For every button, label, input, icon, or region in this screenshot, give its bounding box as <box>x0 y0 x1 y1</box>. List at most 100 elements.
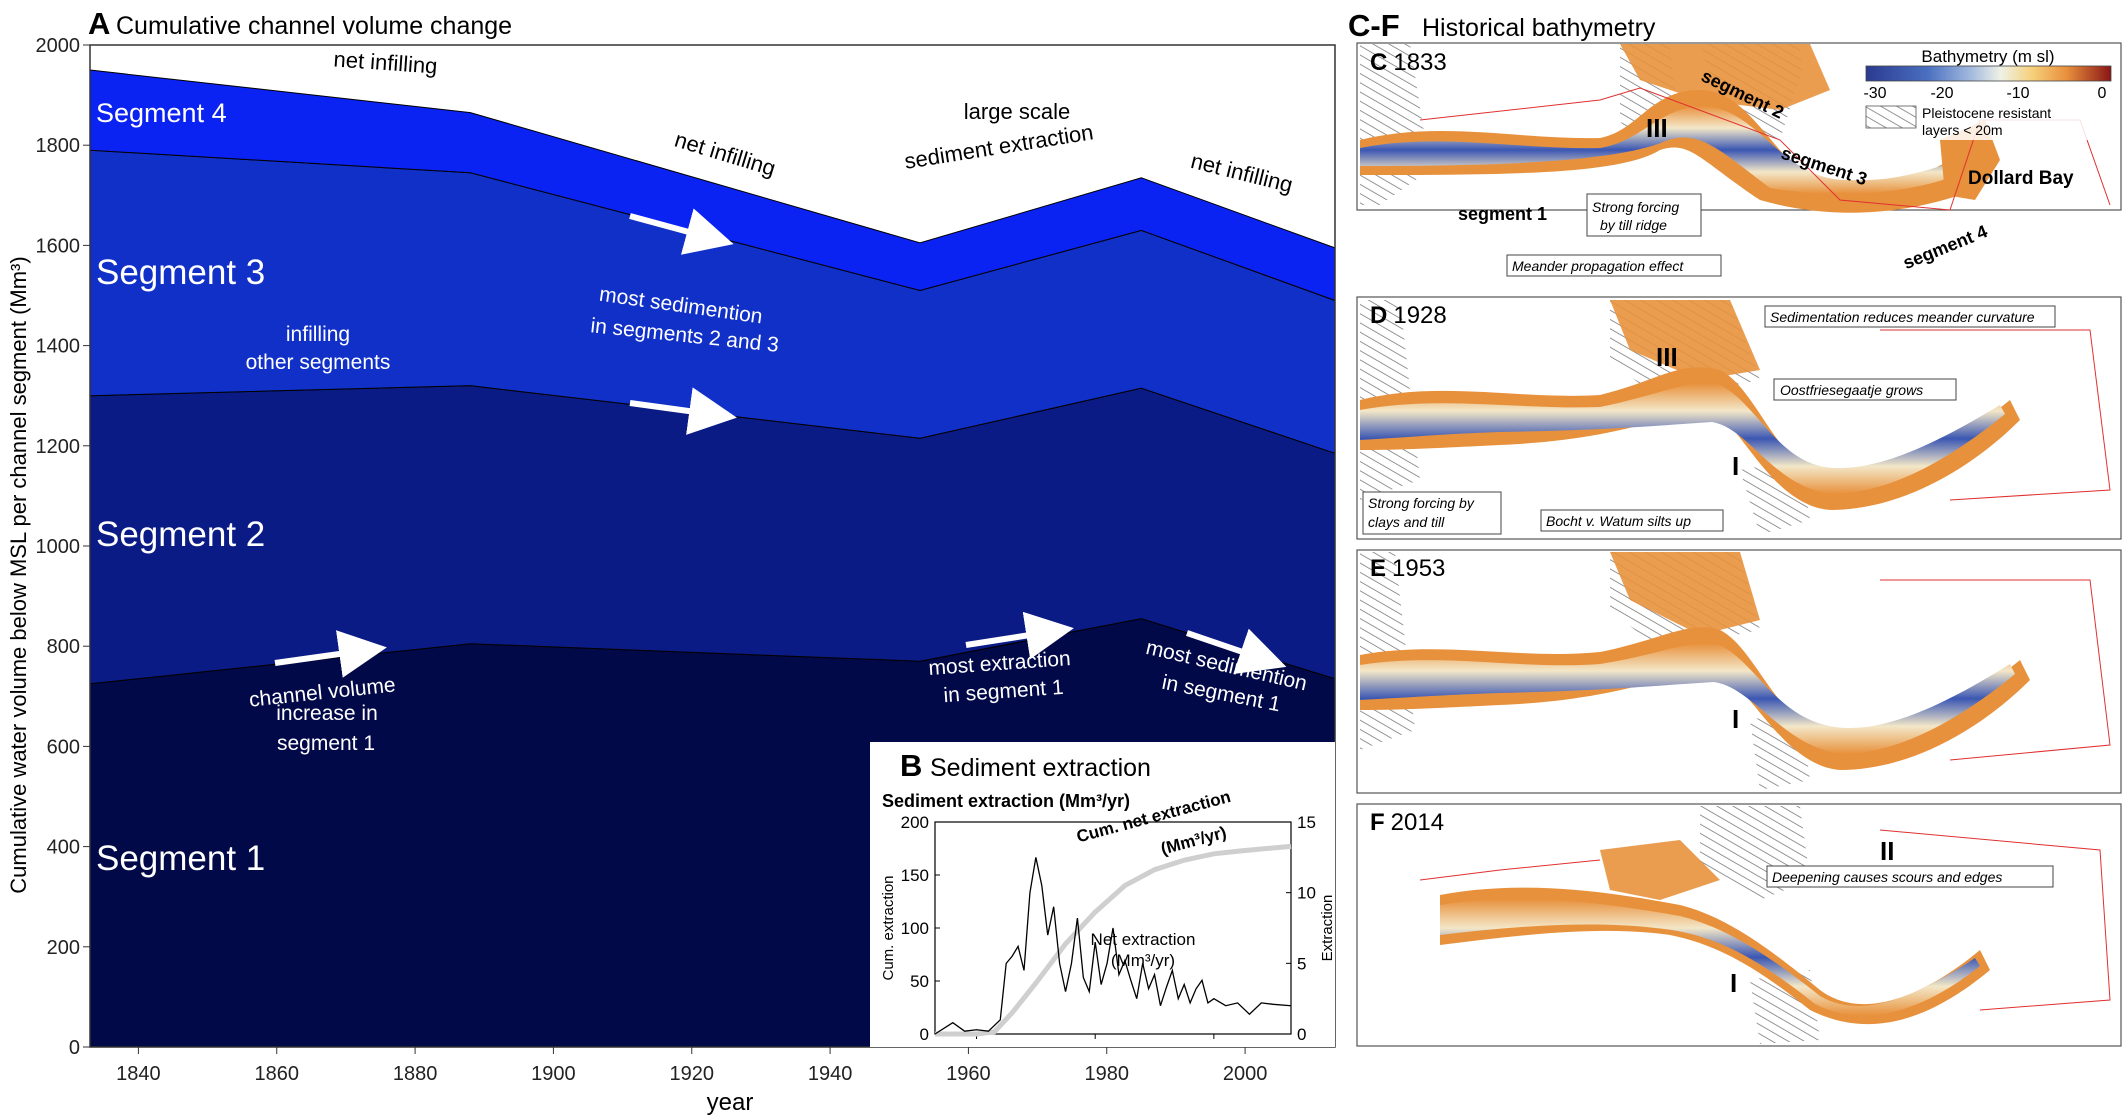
x-tick-label: 1840 <box>116 1063 161 1085</box>
annotation-channel-vol-3: segment 1 <box>277 732 375 755</box>
map-d-shoal <box>1610 300 1760 380</box>
panel-cf-letter: C-F <box>1348 8 1400 43</box>
legend-hatch-swatch <box>1865 105 1917 129</box>
map-f-channel <box>1440 898 1980 1016</box>
map-f-2014: F 2014 II I Deepening causes scours and e… <box>1356 803 2122 1047</box>
map-e-1953: E 1953 I <box>1356 549 2122 794</box>
net-extraction-line <box>934 857 1292 1035</box>
map-e-shoal <box>1610 552 1760 635</box>
map-c-1833: C 1833 segment 1 segment 2 segment 3 segm… <box>1356 42 2122 277</box>
map-f-shoal <box>1600 840 1720 900</box>
map-c-frame <box>1356 42 2122 211</box>
segment-1-label: Segment 1 <box>96 839 265 878</box>
x-tick-label: 1940 <box>808 1063 853 1085</box>
map-e-hatch-left <box>1360 552 1415 750</box>
y-tick-label: 1000 <box>36 536 81 558</box>
b-left-tick-label: 50 <box>910 972 929 991</box>
map-c-channel-bank <box>1360 90 1960 213</box>
panel-b-left-axis-label: Cum. extraction <box>880 875 897 980</box>
b-left-tick-label: 150 <box>901 866 929 885</box>
x-tick-label: 1960 <box>946 1063 991 1085</box>
b-right-tick-label: 15 <box>1297 813 1316 832</box>
y-tick-label: 0 <box>69 1037 80 1059</box>
legend-title: Bathymetry (m sl) <box>1921 47 2054 66</box>
y-tick-label: 800 <box>47 636 80 658</box>
panel-a-letter: A <box>88 6 110 41</box>
b-right-tick-label: 5 <box>1297 954 1306 973</box>
map-d-box-sed <box>1764 305 2056 328</box>
map-c-dollard-label: Dollard Bay <box>1968 168 2074 189</box>
x-tick-label: 1880 <box>393 1063 438 1085</box>
map-d-box-clay-2: clays and till <box>1368 514 1445 530</box>
x-tick-label: 1900 <box>531 1063 576 1085</box>
panel-b-right-axis-label: Extraction <box>1319 895 1336 962</box>
map-c-dollard <box>1940 120 2000 200</box>
map-c-channel <box>1360 106 1948 194</box>
annotation-infilling-2: other segments <box>246 351 391 374</box>
legend-tick-30: -30 <box>1863 85 1886 102</box>
x-tick-label: 1980 <box>1085 1063 1130 1085</box>
map-e-frame <box>1356 549 2122 794</box>
arrow-most-sedimentation <box>1186 628 1287 675</box>
map-d-roman-a: III <box>1656 342 1678 372</box>
map-e-year: E 1953 <box>1370 555 1445 582</box>
map-e-hatch-top <box>1610 552 1760 650</box>
y-tick-label: 400 <box>47 837 80 859</box>
net-extraction-label-2: (Mm³/yr) <box>1111 951 1175 970</box>
map-d-box-oost <box>1773 378 1957 401</box>
arrow-infilling-segment-2 <box>629 387 737 435</box>
segment-3-label: Segment 3 <box>96 253 265 292</box>
b-right-tick-label: 10 <box>1297 884 1316 903</box>
area-layer <box>89 69 1336 1048</box>
map-d-hatch-top <box>1610 300 1760 400</box>
map-d-box-oost-text: Oostfriesegaatje grows <box>1780 382 1923 398</box>
map-d-channel-bank <box>1360 367 2020 510</box>
legend-tick-20: -20 <box>1930 85 1953 102</box>
x-tick-label: 1860 <box>255 1063 300 1085</box>
legend-colorbar <box>1865 65 2112 82</box>
x-tick-label: 1920 <box>670 1063 715 1085</box>
map-c-seg3: segment 3 <box>1779 143 1870 190</box>
x-ticks: 1840 1860 1880 1900 1920 1940 1960 1980 2000 <box>116 1047 1267 1085</box>
panel-b-ticks: 0 50 100 150 200 0 5 10 15 <box>901 813 1316 1044</box>
map-d-1928: D 1928 III I Sedimentation reduces meande… <box>1356 296 2122 540</box>
map-c-segment-lines <box>1419 87 2111 211</box>
y-tick-label: 1200 <box>36 436 81 458</box>
arrow-channel-volume <box>274 630 387 678</box>
net-extraction-label-1: Net extraction <box>1091 930 1196 949</box>
y-axis-label: Cumulative water volume below MSL per ch… <box>6 256 31 893</box>
map-f-year: F 2014 <box>1370 809 1444 836</box>
map-d-box-clay <box>1362 491 1502 535</box>
y-tick-label: 2000 <box>36 35 81 57</box>
panel-b-inset: B Sediment extraction Sediment extractio… <box>870 742 1336 1047</box>
annotation-net-infilling-2: net infilling <box>672 127 779 181</box>
y-tick-label: 200 <box>47 937 80 959</box>
legend-tick-10: -10 <box>2006 85 2029 102</box>
map-e-roman: I <box>1732 704 1739 734</box>
b-right-tick-label: 0 <box>1297 1025 1306 1044</box>
map-d-box-bocht <box>1540 509 1724 532</box>
bathymetry-legend: Bathymetry (m sl) -30 -20 -10 0 Pleistoc… <box>1857 47 2119 140</box>
map-f-roman-b: I <box>1730 968 1737 998</box>
x-tick-label: 2000 <box>1223 1063 1268 1085</box>
map-e-hatch-bottom <box>1750 710 1810 790</box>
panel-b-title: Sediment extraction <box>930 754 1151 782</box>
map-f-roman-a: II <box>1880 836 1894 866</box>
segment-2-label: Segment 2 <box>96 515 265 554</box>
b-left-tick-label: 200 <box>901 813 929 832</box>
panel-a-chart: A Cumulative channel volume change Cumul… <box>6 6 1336 1116</box>
legend-hatch-label-2: layers < 20m <box>1922 122 2003 138</box>
map-e-channel-bank <box>1360 627 2030 770</box>
arrow-most-extraction <box>965 611 1074 660</box>
map-d-box-clay-1: Strong forcing by <box>1368 495 1475 511</box>
map-c-year: C 1833 <box>1370 49 1447 76</box>
map-f-hatch-bottom <box>1750 970 1820 1044</box>
map-c-box-meander <box>1506 254 1722 277</box>
map-f-hatch-top <box>1700 806 1810 900</box>
map-c-box-meander-text: Meander propagation effect <box>1512 258 1684 274</box>
map-d-hatch-left <box>1360 300 1420 500</box>
legend-background <box>1857 48 2119 140</box>
legend-hatch-label-1: Pleistocene resistant <box>1922 105 2051 121</box>
map-c-box-till-1: Strong forcing <box>1592 199 1679 215</box>
map-c-roman: III <box>1646 113 1668 143</box>
